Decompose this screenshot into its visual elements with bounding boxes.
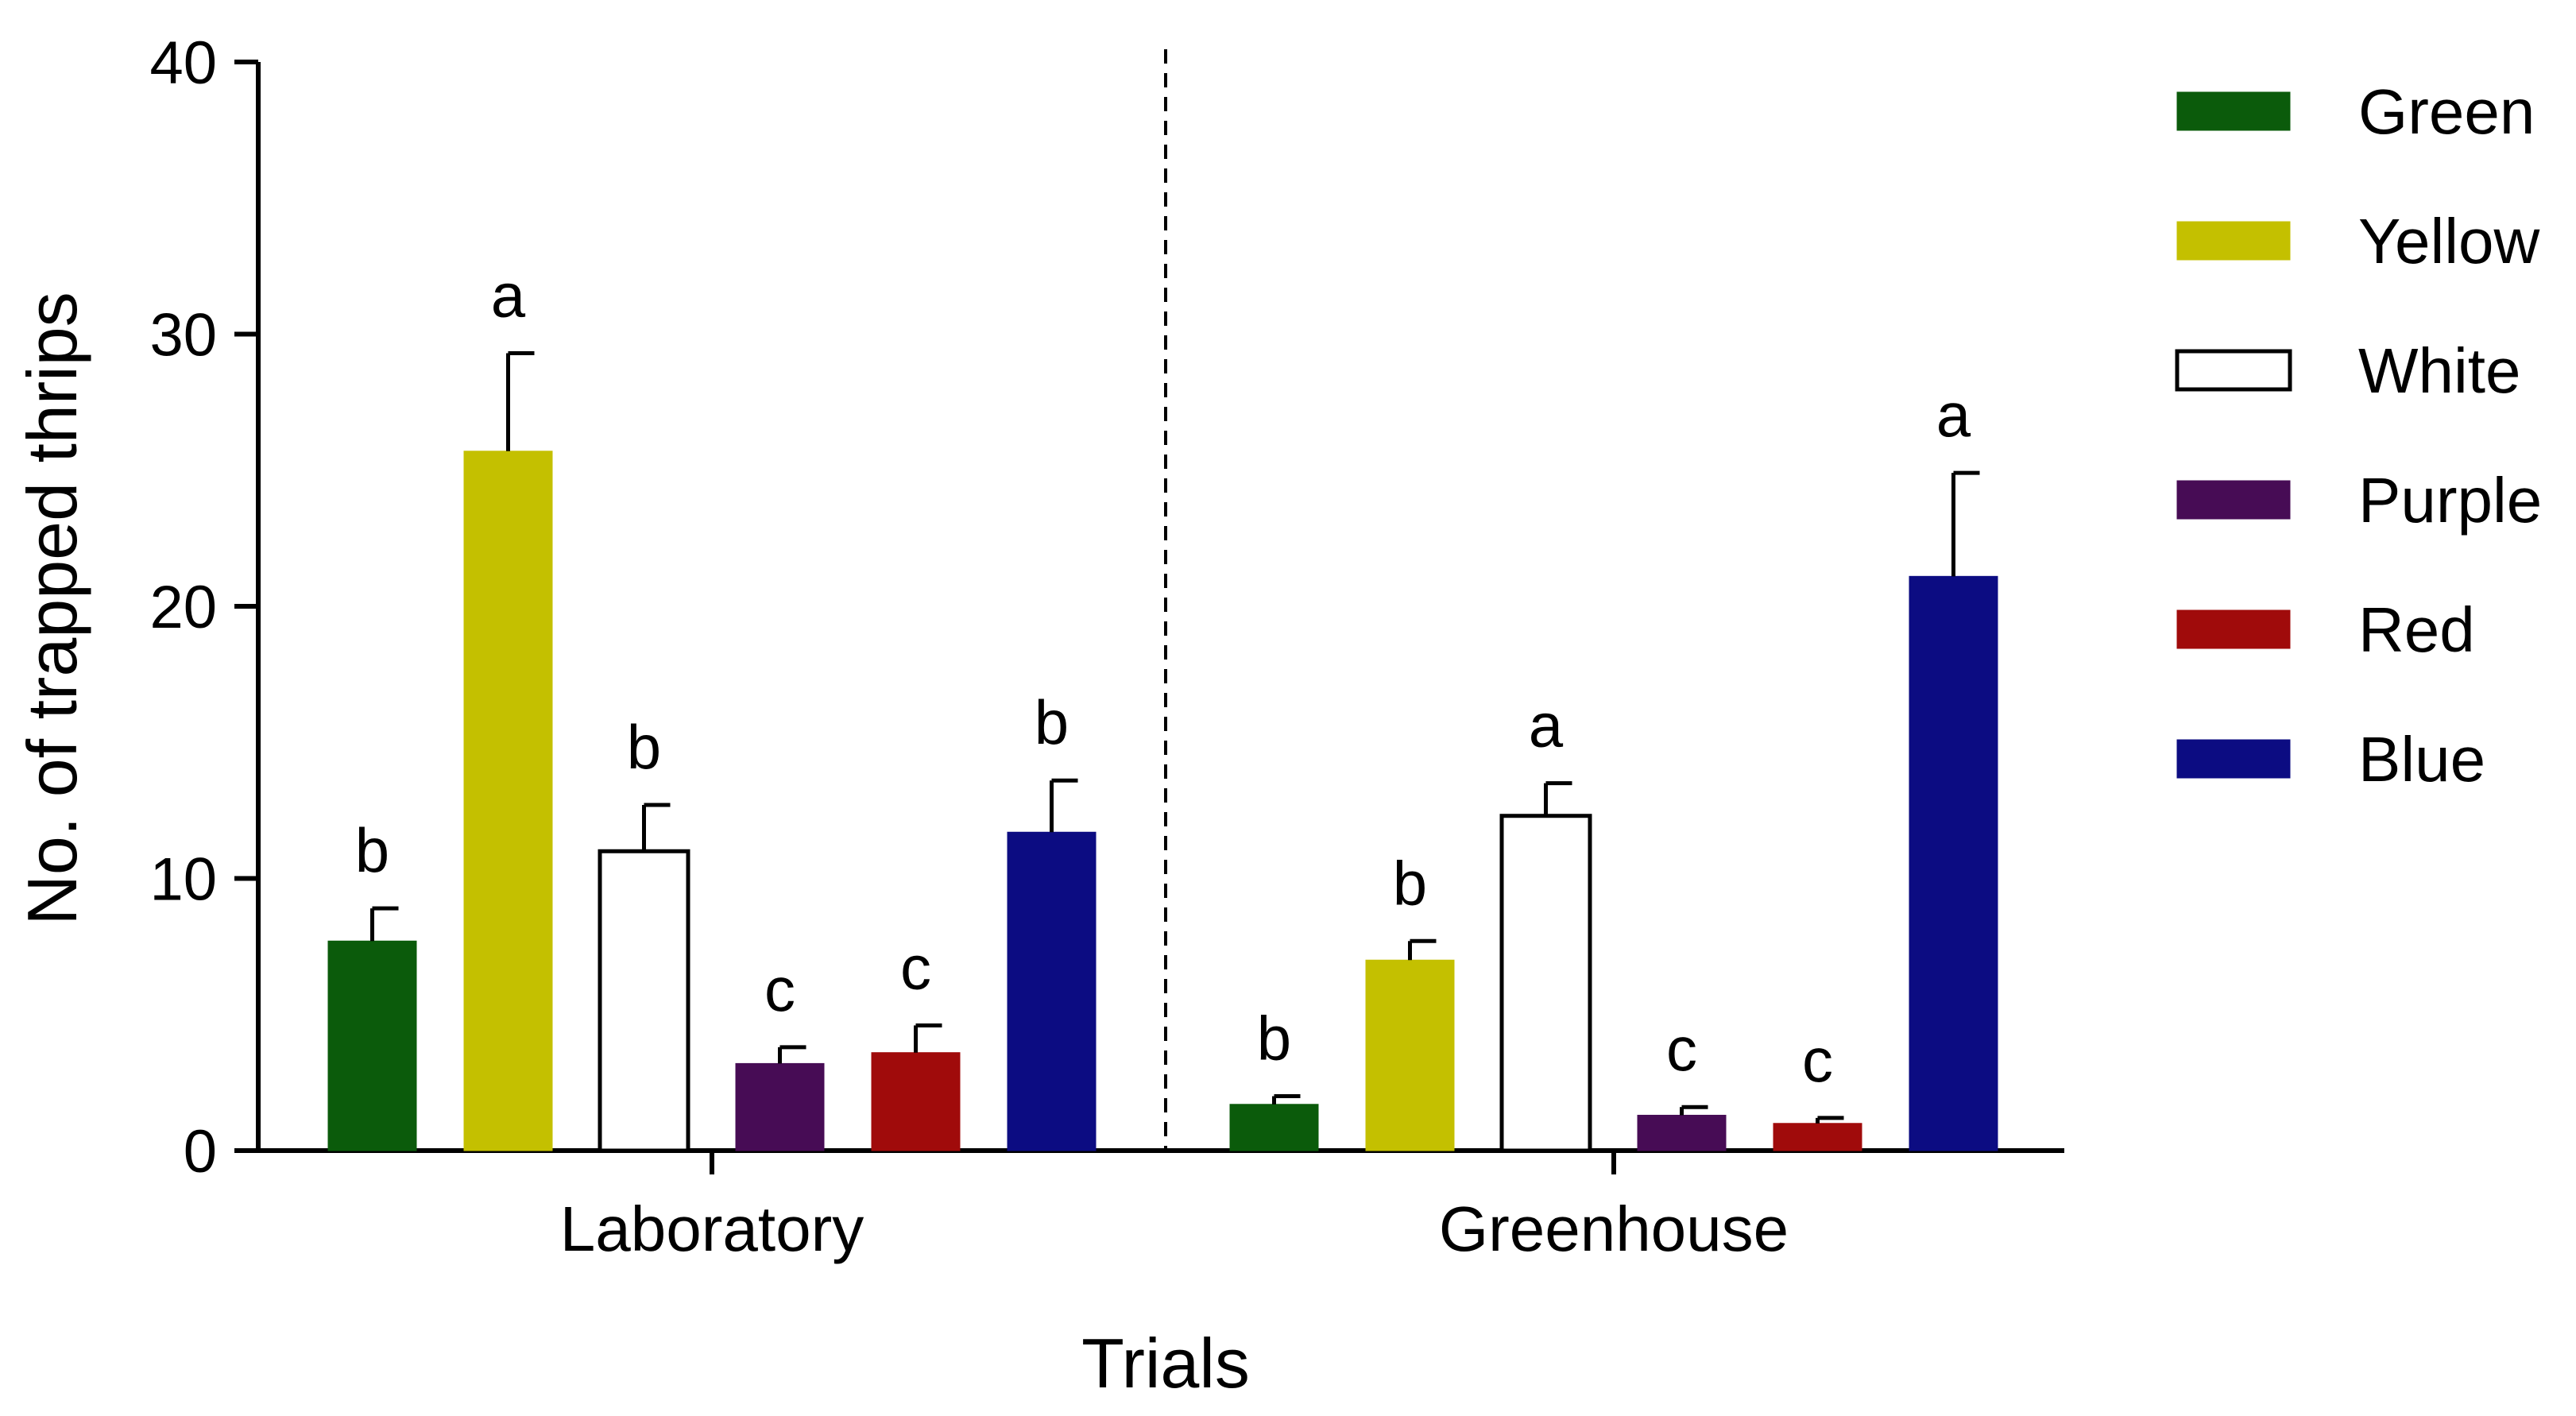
bar-green-laboratory — [327, 940, 417, 1151]
significance-letter: c — [1802, 1025, 1833, 1095]
bar-green-greenhouse — [1229, 1104, 1319, 1151]
bar-red-greenhouse — [1773, 1123, 1862, 1151]
error-bars — [370, 350, 1980, 1124]
legend: Green Yellow White Purple Red Blue — [2175, 76, 2542, 795]
significance-letter: a — [1529, 691, 1564, 760]
bars — [327, 451, 1998, 1153]
bar-white-laboratory — [598, 849, 690, 1153]
y-tick-label: 20 — [149, 574, 217, 641]
legend-swatch-red — [2176, 609, 2291, 649]
legend-label-purple: Purple — [2358, 465, 2542, 536]
significance-letter: b — [1035, 687, 1069, 757]
legend-label-yellow: Yellow — [2358, 206, 2540, 277]
y-ticks: 0 10 20 30 40 — [149, 29, 258, 1186]
y-tick-label: 10 — [149, 846, 217, 914]
significance-letter: c — [900, 932, 931, 1002]
y-axis-title: No. of trapped thrips — [13, 292, 91, 925]
significance-letter: c — [1666, 1014, 1697, 1084]
legend-swatch-purple — [2176, 480, 2291, 520]
legend-swatch-green — [2176, 91, 2291, 131]
significance-letter: c — [764, 954, 795, 1024]
bar-red-laboratory — [871, 1052, 961, 1151]
y-tick-label: 0 — [184, 1118, 217, 1186]
bar-white-greenhouse — [1499, 814, 1592, 1153]
bar-yellow-greenhouse — [1365, 959, 1455, 1151]
bar-yellow-laboratory — [463, 451, 553, 1151]
legend-swatch-white — [2175, 349, 2292, 392]
significance-letter: b — [627, 712, 661, 782]
bar-purple-greenhouse — [1637, 1114, 1727, 1151]
significance-letter: a — [1936, 380, 1971, 450]
bar-blue-greenhouse — [1909, 575, 1998, 1151]
legend-swatch-yellow — [2176, 221, 2291, 261]
x-axis-title: Trials — [1081, 1324, 1250, 1402]
significance-letter: b — [1257, 1004, 1291, 1074]
significance-letters: b a b c c b b b a c c a — [355, 260, 1971, 1094]
y-tick-label: 30 — [149, 302, 217, 369]
bar-purple-laboratory — [735, 1062, 825, 1151]
bar-blue-laboratory — [1007, 831, 1097, 1151]
significance-letter: a — [491, 260, 526, 330]
legend-swatch-blue — [2176, 739, 2291, 779]
legend-label-white: White — [2358, 335, 2521, 406]
significance-letter: b — [355, 815, 389, 885]
legend-label-red: Red — [2358, 594, 2475, 665]
x-ticks: Laboratory Greenhouse — [560, 1151, 1789, 1264]
significance-letter: b — [1393, 848, 1427, 918]
y-tick-label: 40 — [149, 29, 217, 97]
legend-label-green: Green — [2358, 76, 2535, 147]
x-category-label: Greenhouse — [1439, 1194, 1789, 1264]
x-category-label: Laboratory — [560, 1194, 864, 1264]
legend-label-blue: Blue — [2358, 724, 2485, 795]
